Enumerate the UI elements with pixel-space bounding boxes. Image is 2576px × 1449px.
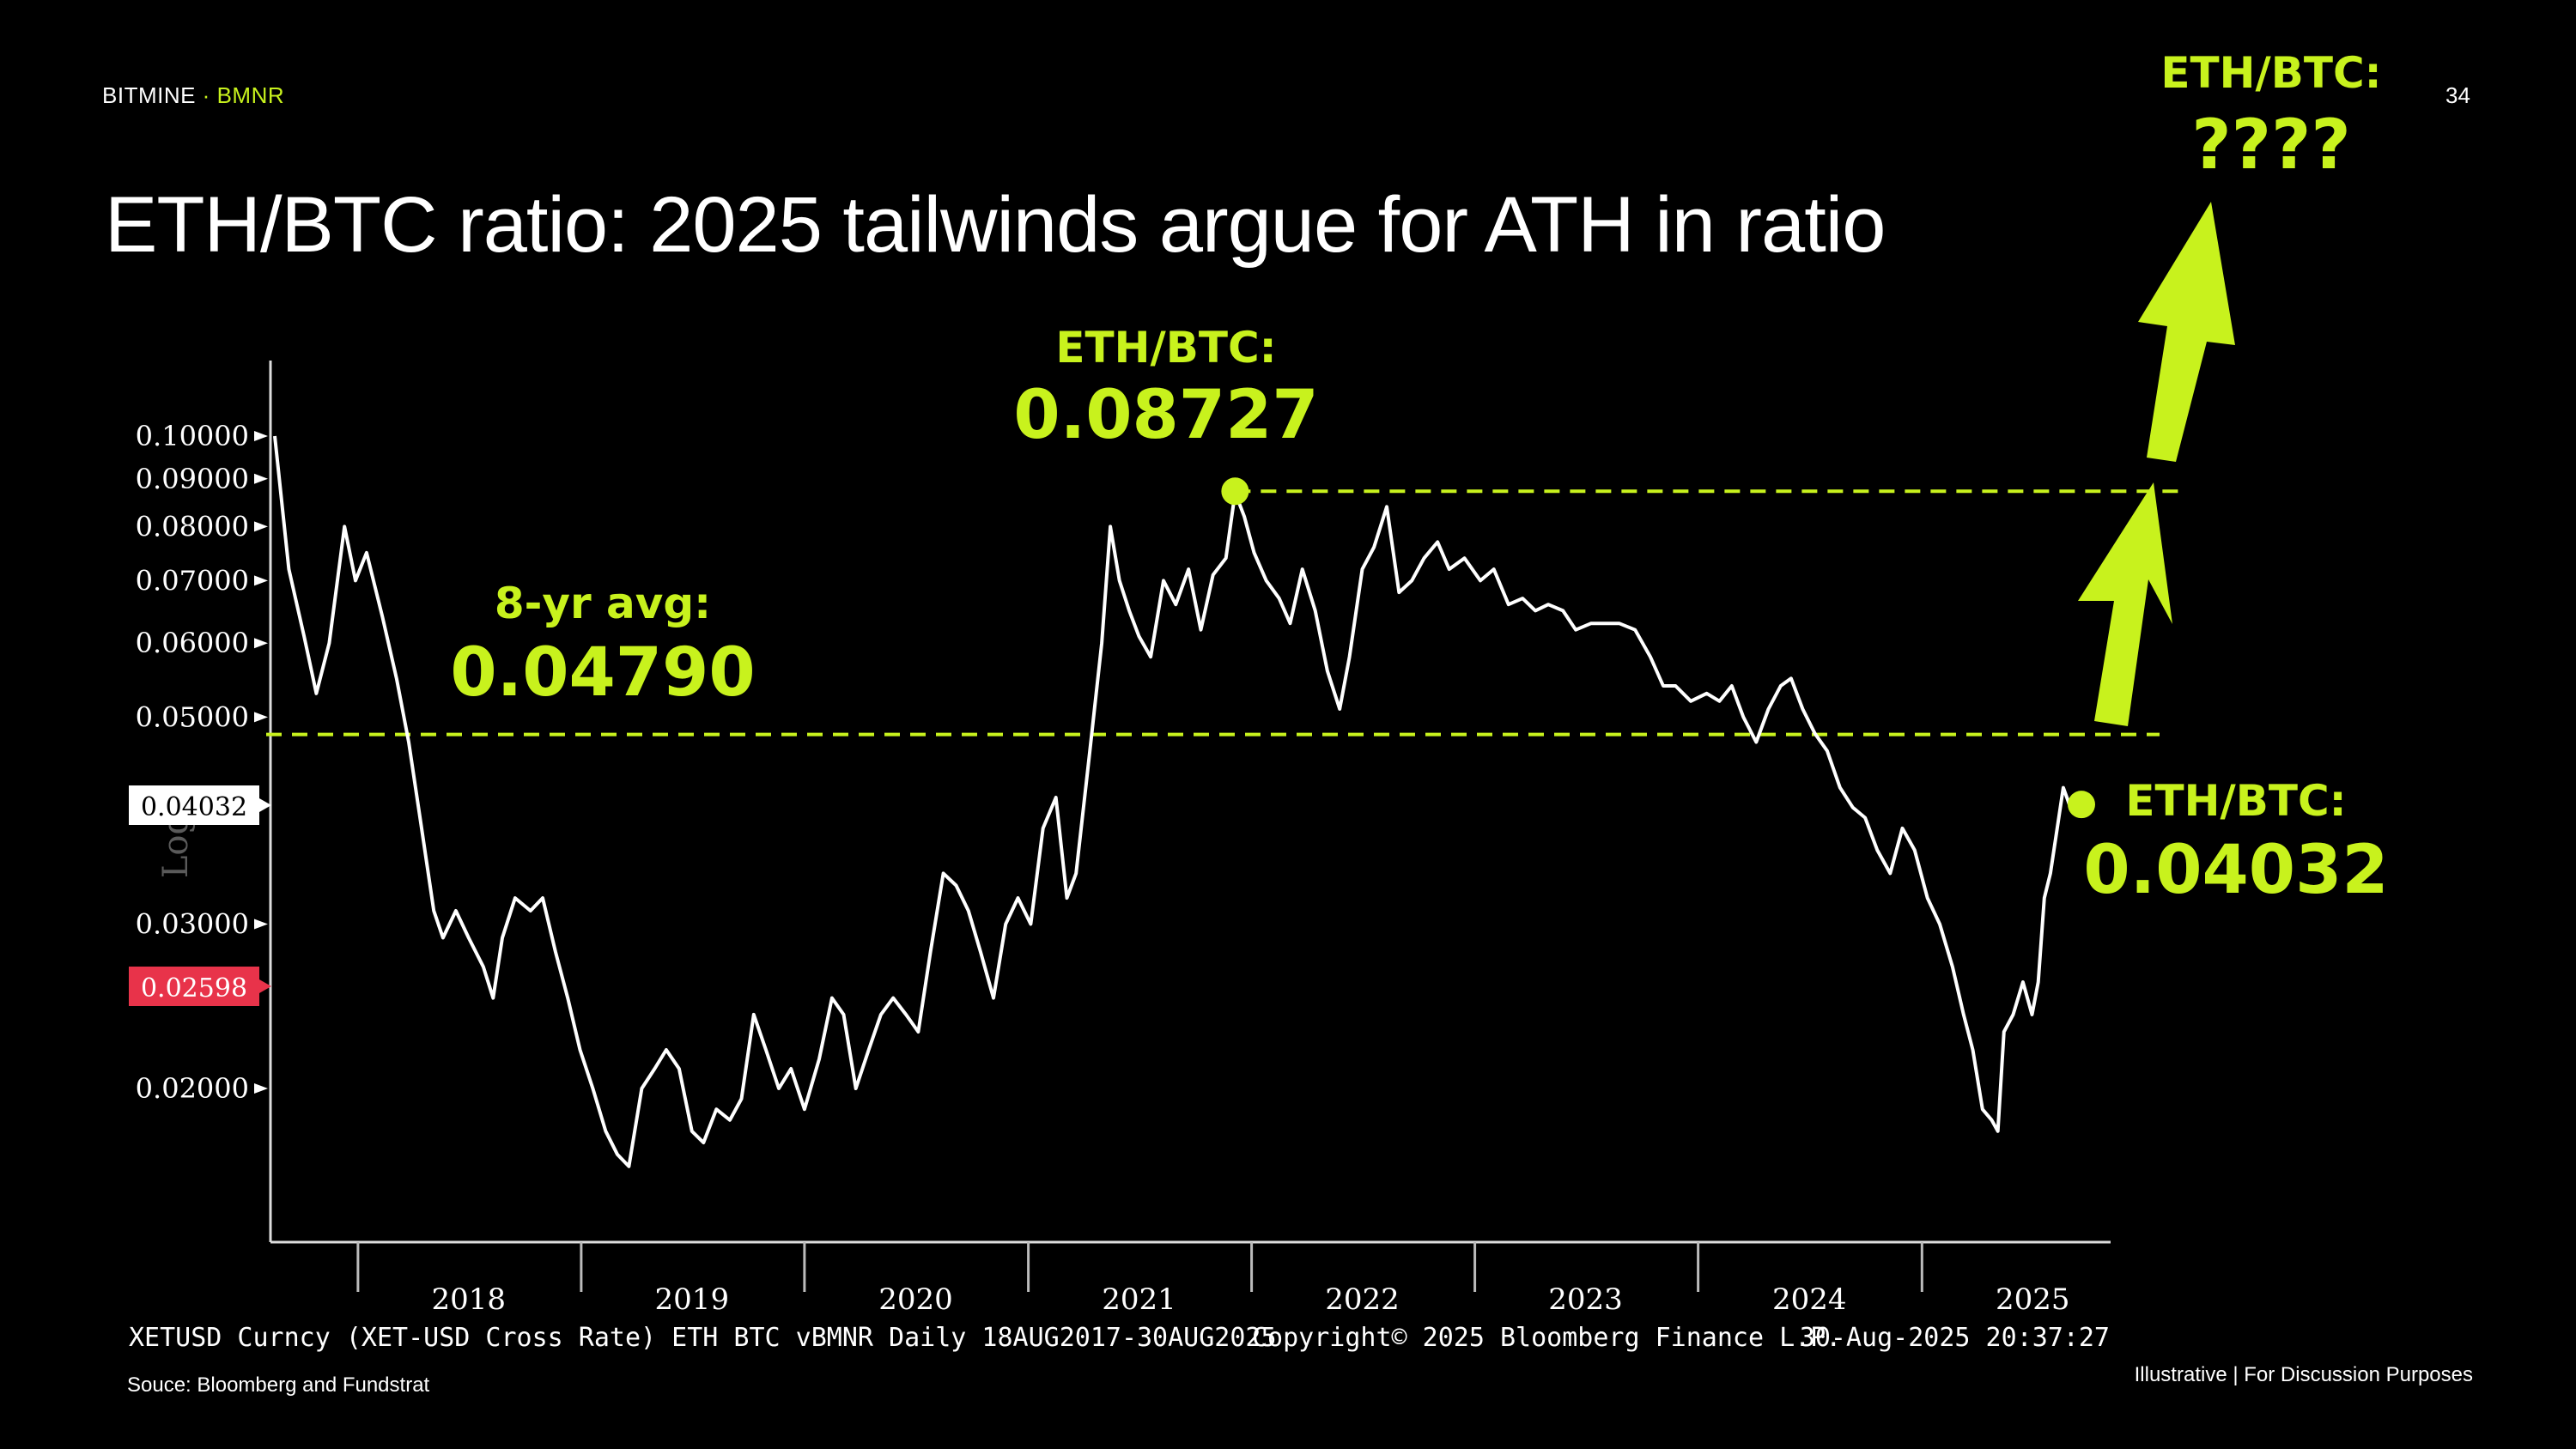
x-tick-label: 2024 [1772, 1282, 1847, 1317]
avg-value: 0.04790 [450, 634, 755, 712]
y-tick-mark [254, 575, 268, 586]
source-note: Souce: Bloomberg and Fundstrat [127, 1373, 430, 1397]
low-price-tag [129, 967, 259, 1006]
price-tags: 0.04032 0.02598 [129, 785, 271, 1006]
y-tick-mark [254, 1083, 268, 1094]
peak-value: 0.08727 [1013, 377, 1318, 454]
brand-separator: · [195, 82, 217, 108]
y-tick-mark [254, 712, 268, 723]
x-tick-label: 2022 [1325, 1282, 1400, 1317]
y-ticks: 0.10000 0.09000 0.08000 0.07000 0.06000 0.050… [136, 420, 268, 1105]
y-tick-mark [254, 638, 268, 649]
x-tick-label: 2025 [1996, 1282, 2070, 1317]
current-price-tag-text: 0.04032 [141, 792, 247, 822]
target-label: ETH/BTC: [2160, 48, 2381, 98]
brand-ticker: BMNR [216, 82, 285, 108]
brand-logo: BITMINE · BMNR [102, 82, 284, 109]
reference-lines [266, 489, 2185, 737]
y-tick-mark [254, 431, 268, 441]
annotation-markers [1221, 202, 2235, 819]
chart-footer-left: XETUSD Curncy (XET-USD Cross Rate) ETH B… [129, 1323, 1277, 1353]
x-tick-label: 2023 [1548, 1282, 1623, 1317]
annotations: ETH/BTC: 0.08727 8-yr avg: 0.04790 ETH/B… [450, 48, 2388, 909]
y-tick-label: 0.03000 [136, 908, 249, 941]
y-tick-label: 0.10000 [136, 420, 249, 452]
x-tick-label: 2021 [1102, 1282, 1176, 1317]
x-ticks: 2018 2019 2020 2021 2022 2023 2024 2025 [356, 1242, 2070, 1317]
y-tick-label: 0.09000 [136, 463, 249, 495]
current-price-tag-pointer [259, 798, 271, 812]
chart-axes [269, 361, 2111, 1244]
brand-name: BITMINE [102, 82, 196, 108]
x-tick-label: 2018 [432, 1282, 507, 1317]
chart-footer-mid: Copyright© 2025 Bloomberg Finance L.P. [1252, 1323, 1841, 1353]
chart-footer: XETUSD Curncy (XET-USD Cross Rate) ETH B… [129, 1323, 2110, 1353]
y-tick-mark [254, 521, 268, 532]
y-tick-label: 0.07000 [136, 564, 249, 597]
arrow-up-upper [2138, 202, 2235, 462]
series-line [273, 435, 2071, 1168]
arrow-up-lower [2078, 482, 2172, 726]
y-tick-label: 0.08000 [136, 510, 249, 543]
low-price-tag-pointer [259, 979, 271, 993]
x-tick-label: 2020 [878, 1282, 953, 1317]
peak-marker [1221, 477, 1249, 506]
y-tick-label: 0.02000 [136, 1072, 249, 1105]
disclaimer: Illustrative | For Discussion Purposes [2134, 1363, 2473, 1386]
page-title: ETH/BTC ratio: 2025 tailwinds argue for … [105, 181, 1886, 269]
peak-label: ETH/BTC: [1055, 323, 1276, 373]
y-tick-mark [254, 473, 268, 484]
chart-footer-right: 30-Aug-2025 20:37:27 [1800, 1323, 2110, 1353]
current-price-tag [129, 785, 259, 825]
x-tick-label: 2019 [655, 1282, 730, 1317]
avg-label: 8-yr avg: [495, 579, 711, 628]
current-label: ETH/BTC: [2125, 776, 2346, 826]
y-tick-label: 0.05000 [136, 700, 249, 733]
low-price-tag-text: 0.02598 [141, 973, 247, 1003]
target-value: ???? [2191, 105, 2351, 185]
current-value: 0.04032 [2083, 832, 2388, 909]
y-tick-mark [254, 919, 268, 930]
page-number: 34 [2445, 82, 2470, 108]
y-tick-label: 0.06000 [136, 627, 249, 659]
current-marker [2068, 791, 2095, 819]
